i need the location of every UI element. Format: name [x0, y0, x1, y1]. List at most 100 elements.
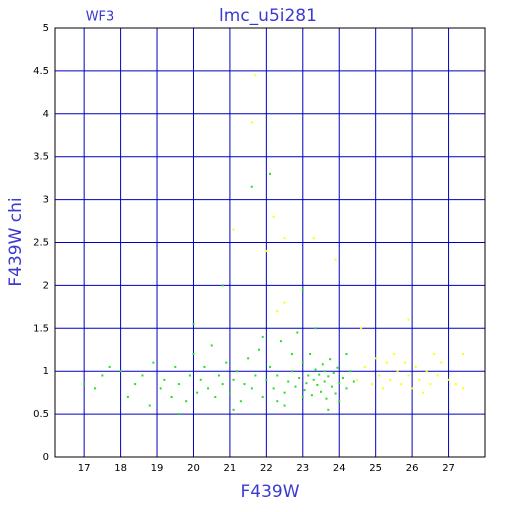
- point: [269, 365, 271, 368]
- point: [314, 327, 317, 330]
- point: [374, 357, 377, 360]
- point: [261, 395, 264, 398]
- point: [152, 361, 155, 364]
- point: [108, 365, 111, 368]
- point: [232, 378, 235, 381]
- y-axis-label: F439W chi: [6, 197, 26, 286]
- point: [349, 370, 352, 373]
- point: [316, 383, 319, 386]
- point: [352, 380, 355, 383]
- point: [407, 374, 410, 377]
- chart-subtitle: WF3: [86, 10, 115, 25]
- point: [287, 380, 290, 383]
- point: [192, 353, 195, 356]
- point: [341, 377, 344, 380]
- point: [239, 400, 242, 403]
- point: [454, 383, 457, 386]
- point: [196, 391, 199, 394]
- point: [425, 370, 428, 373]
- point: [378, 374, 381, 377]
- point: [225, 361, 228, 364]
- point: [327, 375, 330, 378]
- point: [327, 408, 330, 411]
- point: [163, 378, 166, 381]
- point: [303, 389, 306, 392]
- point: [314, 368, 317, 371]
- point: [232, 228, 235, 231]
- point: [392, 353, 395, 356]
- point: [192, 323, 195, 326]
- point: [389, 378, 392, 381]
- point: [345, 387, 348, 390]
- point: [272, 387, 275, 390]
- chart-title: lmc_u5i281: [219, 6, 317, 26]
- point: [199, 378, 202, 381]
- point: [177, 413, 180, 416]
- point: [298, 377, 301, 380]
- point: [217, 374, 220, 377]
- point: [334, 258, 337, 261]
- point: [141, 374, 144, 377]
- point: [243, 383, 246, 386]
- x-tick-label: 27: [442, 463, 455, 474]
- point: [396, 370, 399, 373]
- point: [381, 387, 384, 390]
- point: [265, 250, 268, 253]
- point: [221, 284, 224, 287]
- point: [250, 185, 253, 188]
- point: [254, 374, 257, 377]
- point: [258, 348, 261, 351]
- x-tick-label: 22: [260, 463, 273, 474]
- point: [279, 340, 282, 343]
- point: [312, 237, 315, 240]
- point: [247, 357, 250, 360]
- point: [320, 390, 323, 393]
- point: [185, 400, 188, 403]
- point: [236, 370, 239, 373]
- point: [283, 237, 286, 240]
- point: [148, 404, 151, 407]
- point: [411, 387, 414, 390]
- point: [170, 395, 173, 398]
- point: [207, 387, 210, 390]
- plot-frame: [54, 27, 486, 458]
- y-tick-label: 0: [43, 452, 49, 463]
- point: [440, 361, 443, 364]
- point: [203, 365, 206, 368]
- point: [334, 392, 337, 395]
- point: [323, 380, 326, 383]
- point: [323, 370, 326, 373]
- point: [312, 378, 315, 381]
- x-tick-label: 25: [369, 463, 382, 474]
- point: [301, 288, 304, 291]
- point: [261, 335, 264, 338]
- point: [83, 383, 86, 386]
- point: [400, 383, 403, 386]
- point: [336, 366, 339, 369]
- point: [283, 301, 286, 304]
- point: [301, 395, 304, 398]
- y-tick-label: 3.5: [33, 152, 49, 163]
- x-axis-label: F439W: [240, 482, 299, 502]
- point: [371, 383, 374, 386]
- point: [296, 331, 299, 334]
- point: [290, 353, 293, 356]
- x-tick-label: 19: [151, 463, 164, 474]
- point: [407, 318, 410, 321]
- point: [345, 353, 348, 356]
- x-tick-label: 24: [333, 463, 346, 474]
- point: [301, 361, 304, 364]
- point: [214, 395, 217, 398]
- point: [276, 374, 279, 377]
- y-tick-label: 1: [43, 366, 49, 377]
- point: [403, 361, 406, 364]
- y-tick-label: 5: [43, 23, 49, 34]
- point: [283, 404, 286, 407]
- point: [332, 371, 335, 374]
- point: [462, 353, 465, 356]
- point: [250, 387, 253, 390]
- point: [94, 387, 97, 390]
- point: [310, 394, 313, 397]
